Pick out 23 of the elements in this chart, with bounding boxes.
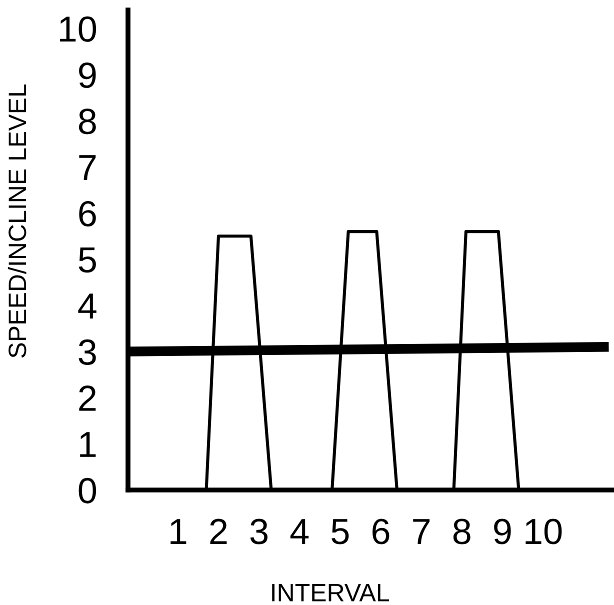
x-tick-label: 2 — [210, 518, 227, 544]
y-tick-label: 8 — [78, 108, 96, 134]
x-tick-label: 4 — [290, 519, 309, 544]
y-tick-label: 1 — [80, 432, 96, 457]
x-axis-title: INTERVAL — [272, 584, 389, 602]
y-axis-title: SPEED/INCLINE LEVEL — [8, 84, 26, 358]
x-tick-label: 8 — [453, 518, 470, 544]
y-tick-label: 9 — [79, 62, 96, 88]
x-tick-label: 10 — [526, 518, 562, 544]
y-tick-label: 5 — [78, 247, 96, 273]
y-tick-label: 4 — [78, 294, 96, 318]
y-tick-label: 3 — [78, 339, 96, 365]
y-tick-label: 0 — [78, 478, 96, 504]
x-tick-label: 9 — [494, 518, 511, 544]
x-tick-label: 1 — [170, 519, 186, 544]
x-tick-label: 5 — [332, 519, 349, 544]
x-tick-label: 6 — [372, 518, 390, 544]
y-tick-label: 7 — [79, 155, 96, 180]
y-tick-label: 6 — [79, 200, 96, 227]
x-tick-label: 7 — [413, 519, 430, 544]
y-tick-label: 2 — [79, 386, 96, 411]
y-tick-label: 10 — [60, 16, 96, 42]
x-tick-label: 3 — [250, 518, 268, 544]
